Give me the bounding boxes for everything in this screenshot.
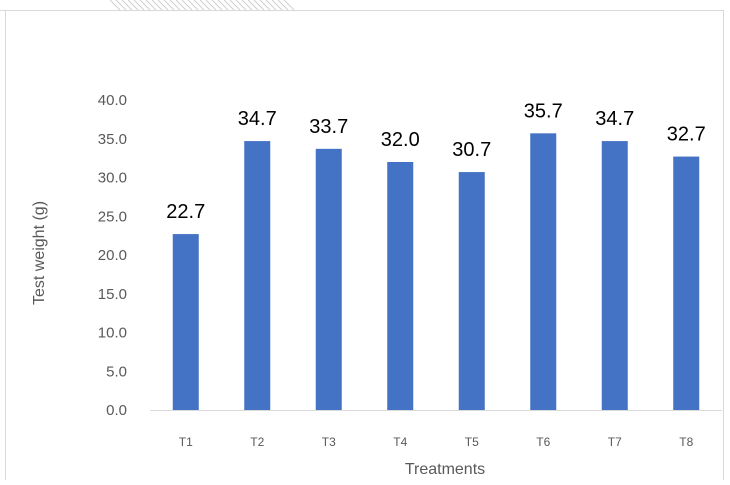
x-axis-ticks: T1 T2 T3 T4 T5 T6 T7 T8 — [179, 435, 694, 449]
bars — [172, 133, 700, 410]
bar-t5 — [458, 172, 485, 410]
data-label-t8: 32.7 — [667, 124, 706, 146]
data-label-t5: 30.7 — [452, 139, 491, 161]
data-label-t7: 34.7 — [595, 108, 634, 130]
y-tick-label: 5.0 — [106, 363, 127, 380]
bar-t7 — [601, 141, 628, 410]
y-tick-label: 30.0 — [98, 170, 127, 187]
y-tick-label: 10.0 — [98, 325, 127, 342]
y-axis-ticks: 0.0 5.0 10.0 15.0 20.0 25.0 30.0 35.0 40.0 — [98, 92, 127, 419]
x-tick-label-t1: T1 — [179, 435, 193, 449]
data-label-t6: 35.7 — [524, 100, 563, 122]
x-axis-title: Treatments — [405, 461, 485, 478]
x-tick-label-t4: T4 — [393, 435, 407, 449]
data-label-t1: 22.7 — [166, 201, 205, 223]
x-tick-label-t8: T8 — [679, 435, 693, 449]
bar-t2 — [244, 141, 271, 410]
x-tick-label-t2: T2 — [250, 435, 264, 449]
y-tick-label: 0.0 — [106, 402, 127, 419]
y-tick-label: 15.0 — [98, 286, 127, 303]
x-tick-label-t5: T5 — [465, 435, 479, 449]
bar-t8 — [673, 156, 700, 410]
bar-t4 — [387, 162, 414, 410]
corner-hatch-decoration — [109, 0, 295, 11]
y-tick-label: 40.0 — [98, 92, 127, 109]
bar-t1 — [172, 234, 199, 410]
data-label-t3: 33.7 — [309, 116, 348, 138]
y-tick-label: 25.0 — [98, 208, 127, 225]
bar-t3 — [315, 148, 342, 410]
data-label-t4: 32.0 — [381, 129, 420, 151]
data-labels: 22.7 34.7 33.7 32.0 30.7 35.7 34.7 32.7 — [166, 100, 705, 223]
y-tick-label: 20.0 — [98, 247, 127, 264]
x-tick-label-t3: T3 — [322, 435, 336, 449]
bar-t6 — [530, 133, 557, 410]
x-tick-label-t7: T7 — [608, 435, 622, 449]
data-label-t2: 34.7 — [238, 108, 277, 130]
y-axis-title: Test weight (g) — [31, 201, 48, 305]
y-tick-label: 35.0 — [98, 131, 127, 148]
x-tick-label-t6: T6 — [536, 435, 550, 449]
